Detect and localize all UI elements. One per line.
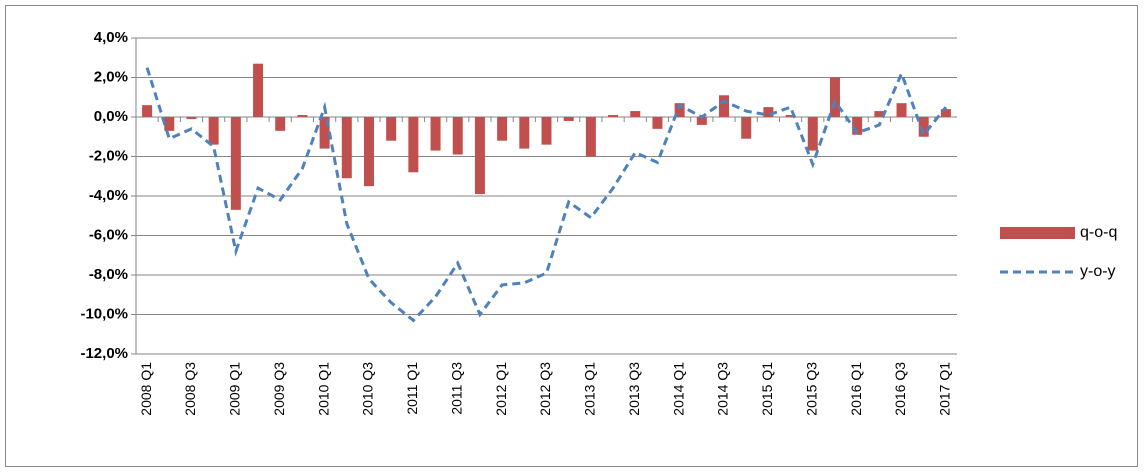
x-tick-label: 2011 Q3 <box>448 362 464 415</box>
x-tick-label: 2014 Q3 <box>715 362 731 416</box>
x-tick-label: 2016 Q3 <box>892 362 908 416</box>
bar <box>652 117 663 129</box>
x-tick-label: 2010 Q1 <box>315 362 331 416</box>
bar <box>696 117 707 125</box>
x-tick-label: 2008 Q1 <box>138 362 154 416</box>
bar <box>452 117 463 155</box>
x-tick-label: 2015 Q3 <box>803 362 819 416</box>
bar <box>164 117 175 131</box>
bar <box>608 115 619 117</box>
bar <box>497 117 508 141</box>
bar <box>386 117 397 141</box>
bar <box>186 117 197 119</box>
x-tick-label: 2011 Q1 <box>404 362 420 415</box>
bar <box>741 117 752 139</box>
bar <box>585 117 596 157</box>
bar <box>363 117 374 187</box>
bar <box>940 109 951 117</box>
bar <box>230 117 241 210</box>
bar <box>208 117 219 145</box>
line <box>145 67 948 323</box>
bar <box>408 117 419 173</box>
y-tick-label: 2,0% <box>94 68 128 85</box>
x-tick-label: 2016 Q1 <box>848 362 864 416</box>
y-tick-label: -6,0% <box>89 226 128 243</box>
bar <box>341 117 352 179</box>
y-tick-label: -4,0% <box>89 187 128 204</box>
x-tick-label: 2013 Q3 <box>626 362 642 416</box>
bar <box>829 77 840 117</box>
x-tick-label: 2017 Q1 <box>937 362 953 416</box>
legend-label: y-o-y <box>1080 263 1116 280</box>
x-tick-label: 2009 Q1 <box>227 362 243 416</box>
bar <box>674 103 685 117</box>
bar <box>275 117 286 131</box>
bar <box>474 117 485 195</box>
bar <box>807 117 818 151</box>
legend-label: q-o-q <box>1080 224 1117 241</box>
x-tick-label: 2015 Q1 <box>759 362 775 416</box>
x-tick-label: 2014 Q1 <box>670 362 686 416</box>
x-tick-label: 2008 Q3 <box>182 362 198 416</box>
bar <box>719 95 730 117</box>
bar <box>297 115 308 117</box>
bar <box>253 63 264 117</box>
bar <box>142 105 153 117</box>
x-tick-label: 2013 Q1 <box>582 362 598 416</box>
bar <box>319 117 330 149</box>
y-tick-label: -12,0% <box>80 345 128 362</box>
legend-swatch <box>1000 227 1075 239</box>
bar <box>785 115 796 117</box>
x-tick-label: 2010 Q3 <box>360 362 376 416</box>
bar <box>852 117 863 135</box>
bar <box>430 117 441 151</box>
bar <box>874 111 885 117</box>
bar <box>519 117 530 149</box>
y-tick-label: 4,0% <box>94 29 128 46</box>
x-tick-label: 2012 Q3 <box>537 362 553 416</box>
bar <box>563 117 574 121</box>
x-tick-label: 2009 Q3 <box>271 362 287 416</box>
bar <box>918 117 929 137</box>
y-tick-label: -10,0% <box>80 305 128 322</box>
bar <box>763 107 774 117</box>
x-tick-label: 2012 Q1 <box>493 362 509 416</box>
y-tick-label: -8,0% <box>89 266 128 283</box>
bar <box>541 117 552 145</box>
y-tick-label: -2,0% <box>89 147 128 164</box>
bar <box>896 103 907 117</box>
bar <box>630 111 641 117</box>
y-tick-label: 0,0% <box>94 108 128 125</box>
